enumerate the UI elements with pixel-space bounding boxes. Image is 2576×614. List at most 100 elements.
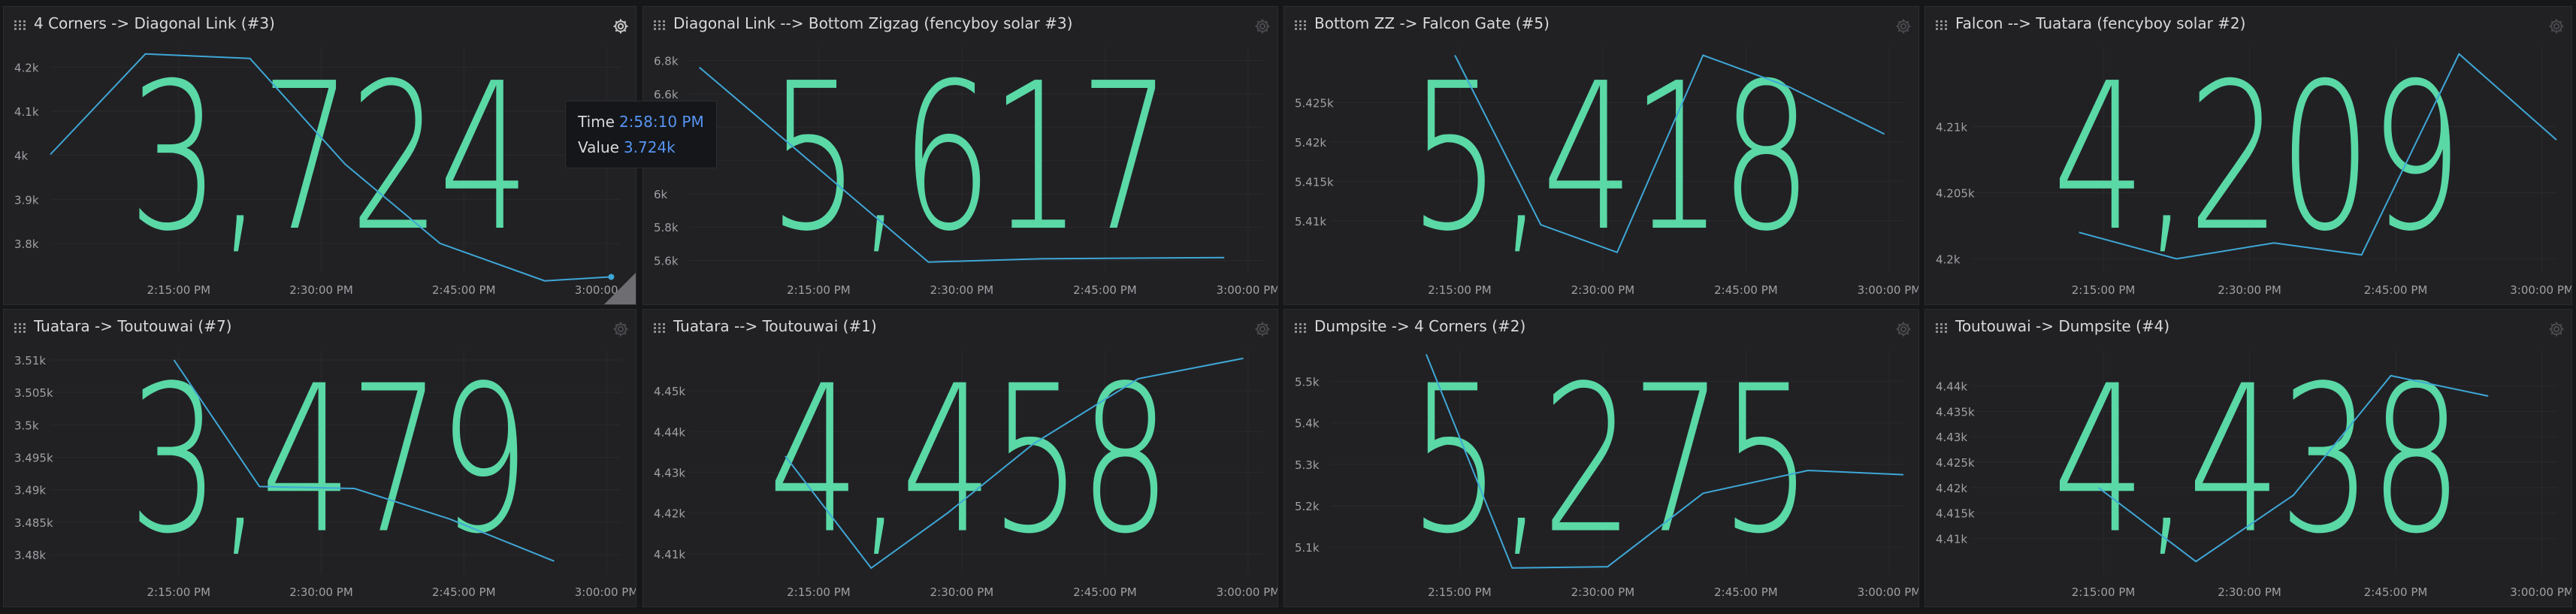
gear-icon[interactable] xyxy=(1253,320,1271,338)
series-line[interactable] xyxy=(1426,354,1904,569)
series-line[interactable] xyxy=(173,359,555,562)
x-tick-label: 2:45:00 PM xyxy=(432,283,496,297)
y-tick-label: 3.9k xyxy=(14,193,39,207)
x-tick-label: 2:45:00 PM xyxy=(1714,585,1778,599)
series-line[interactable] xyxy=(785,357,1244,570)
gear-icon[interactable] xyxy=(1253,17,1271,35)
stat-panel[interactable]: Bottom ZZ -> Falcon Gate (#5) 5.425k 5.42k… xyxy=(1283,6,1919,305)
stat-value: 4,438 xyxy=(2052,342,2460,579)
stat-panel[interactable]: Toutouwai -> Dumpsite (#4) 4.44k 4.435k 4.4… xyxy=(1924,309,2572,607)
x-tick-label: 2:30:00 PM xyxy=(289,585,353,599)
stat-value: 5,418 xyxy=(1410,39,1810,276)
x-tick-label: 2:30:00 PM xyxy=(1571,283,1635,297)
series-line[interactable] xyxy=(50,53,612,282)
gear-icon[interactable] xyxy=(1894,320,1912,338)
x-tick-label: 3:00:00 PM xyxy=(2510,283,2572,297)
x-tick-label: 2:15:00 PM xyxy=(787,283,851,297)
y-tick-label: 4.42k xyxy=(654,507,685,521)
stat-panel[interactable]: Tuatara --> Toutouwai (#1) 4.45k 4.44k 4.43… xyxy=(642,309,1278,607)
sparkline-chart[interactable]: 6.8k6.6k6.4k6.2k6k5.8k5.6k2:15:00 PM2:30… xyxy=(643,7,1278,305)
y-tick-label: 5.5k xyxy=(1295,375,1320,389)
series-line[interactable] xyxy=(2079,53,2557,260)
stat-panel[interactable]: Falcon --> Tuatara (fencyboy solar #2) 4.… xyxy=(1924,6,2572,305)
y-tick-label: 4.43k xyxy=(654,467,685,480)
y-tick-label: 4.205k xyxy=(1936,186,1975,200)
y-tick-label: 6.6k xyxy=(654,88,679,101)
panel-title[interactable]: Dumpsite -> 4 Corners (#2) xyxy=(1314,317,1526,335)
panel-title[interactable]: Diagonal Link --> Bottom Zigzag (fencybo… xyxy=(673,14,1073,32)
panel-title[interactable]: Bottom ZZ -> Falcon Gate (#5) xyxy=(1314,14,1550,32)
series-line[interactable] xyxy=(699,66,1225,263)
x-tick-label: 2:15:00 PM xyxy=(147,585,210,599)
drag-handle-icon[interactable] xyxy=(1936,20,1948,30)
x-tick-label: 2:45:00 PM xyxy=(2364,585,2428,599)
sparkline-chart[interactable]: 5.5k 5.4k 5.3k 5.2k 5.1k 2:15:00 PM 2:30:00 PM… xyxy=(1284,310,1919,607)
y-tick-label: 4.44k xyxy=(654,425,685,439)
y-tick-label: 3.48k xyxy=(14,549,46,562)
y-tick-label: 5.3k xyxy=(1295,458,1320,472)
x-tick-label: 2:45:00 PM xyxy=(1073,283,1137,297)
y-tick-label: 4.42k xyxy=(1936,482,1967,495)
panel-title[interactable]: Toutouwai -> Dumpsite (#4) xyxy=(1955,317,2170,335)
y-tick-label: 6.8k xyxy=(654,55,679,68)
panel-title[interactable]: Tuatara --> Toutouwai (#1) xyxy=(673,317,877,335)
stat-value: 5,275 xyxy=(1410,342,1810,579)
y-tick-label: 5.425k xyxy=(1295,96,1334,110)
panel-title[interactable]: 4 Corners -> Diagonal Link (#3) xyxy=(34,14,275,32)
resize-handle-icon[interactable] xyxy=(604,273,636,304)
y-tick-label: 5.2k xyxy=(1295,500,1320,513)
x-tick-label: 3:00:00 PM xyxy=(2510,585,2572,599)
gear-icon[interactable] xyxy=(1894,17,1912,35)
gear-icon[interactable] xyxy=(2547,17,2565,35)
x-tick-label: 3:00:00 PM xyxy=(575,585,636,599)
drag-handle-icon[interactable] xyxy=(1295,20,1307,30)
gear-icon[interactable] xyxy=(612,17,630,35)
y-tick-label: 4.41k xyxy=(654,548,685,561)
stat-panel[interactable]: Tuatara -> Toutouwai (#7) 3.51k 3.505k 3.5k… xyxy=(3,309,636,607)
sparkline-chart[interactable]: 4.2k 4.1k 4k 3.9k 3.8k 2:15:00 PM 2:30:00 PM 2:… xyxy=(4,7,636,305)
x-tick-label: 2:30:00 PM xyxy=(930,283,994,297)
x-tick-label: 2:30:00 PM xyxy=(930,585,994,599)
gear-icon[interactable] xyxy=(2547,320,2565,338)
y-tick-label: 3.495k xyxy=(14,452,53,465)
drag-handle-icon[interactable] xyxy=(14,20,26,30)
x-tick-label: 2:45:00 PM xyxy=(1714,283,1778,297)
y-tick-label: 3.49k xyxy=(14,484,46,498)
y-tick-label: 5.6k xyxy=(654,254,679,268)
drag-handle-icon[interactable] xyxy=(654,322,666,333)
sparkline-chart[interactable]: 3.51k 3.505k 3.5k 3.495k 3.49k 3.485k 3.48k 2:1… xyxy=(4,310,636,607)
series-line[interactable] xyxy=(2097,374,2489,563)
y-tick-label: 3.51k xyxy=(14,354,46,367)
y-tick-label: 4.44k xyxy=(1936,380,1967,393)
gear-icon[interactable] xyxy=(612,320,630,338)
stat-panel[interactable]: 4 Corners -> Diagonal Link (#3) 4.2k 4.1k 4… xyxy=(3,6,636,305)
x-tick-label: 2:45:00 PM xyxy=(432,585,496,599)
tooltip-value-label: Value xyxy=(578,138,619,156)
x-tick-label: 2:15:00 PM xyxy=(1428,585,1492,599)
panel-title[interactable]: Tuatara -> Toutouwai (#7) xyxy=(34,317,232,335)
sparkline-chart[interactable]: 4.45k 4.44k 4.43k 4.42k 4.41k 2:15:00 PM 2:30:… xyxy=(643,310,1278,607)
sparkline-chart[interactable]: 5.425k 5.42k 5.415k 5.41k 2:15:00 PM 2:30:00 … xyxy=(1284,7,1919,305)
panel-title[interactable]: Falcon --> Tuatara (fencyboy solar #2) xyxy=(1955,14,2246,32)
drag-handle-icon[interactable] xyxy=(1295,322,1307,333)
stat-panel[interactable]: Diagonal Link --> Bottom Zigzag (fencybo… xyxy=(642,6,1278,305)
stat-value: 3,724 xyxy=(128,39,528,276)
y-tick-label: 5.4k xyxy=(1295,417,1320,431)
x-tick-label: 3:00:00 PM xyxy=(1858,283,1919,297)
series-line[interactable] xyxy=(1454,54,1885,254)
y-tick-label: 5.41k xyxy=(1295,215,1326,228)
y-tick-label: 5.42k xyxy=(1295,136,1326,150)
y-tick-label: 4.43k xyxy=(1936,431,1967,444)
y-tick-label: 3.8k xyxy=(14,237,39,251)
y-tick-label: 4.2k xyxy=(14,61,39,74)
y-tick-label: 5.415k xyxy=(1295,175,1334,189)
y-tick-label: 4.1k xyxy=(14,105,39,119)
sparkline-chart[interactable]: 4.21k 4.205k 4.2k 2:15:00 PM 2:30:00 PM 2:45:… xyxy=(1925,7,2572,305)
drag-handle-icon[interactable] xyxy=(654,20,666,30)
sparkline-chart[interactable]: 4.44k 4.435k 4.43k 4.425k 4.42k 4.415k 4.41k 2:… xyxy=(1925,310,2572,607)
drag-handle-icon[interactable] xyxy=(14,322,26,333)
drag-handle-icon[interactable] xyxy=(1936,322,1948,333)
stat-panel[interactable]: Dumpsite -> 4 Corners (#2) 5.5k 5.4k 5.3k 5.… xyxy=(1283,309,1919,607)
x-tick-label: 2:30:00 PM xyxy=(2218,283,2281,297)
x-tick-label: 3:00:00 PM xyxy=(1858,585,1919,599)
